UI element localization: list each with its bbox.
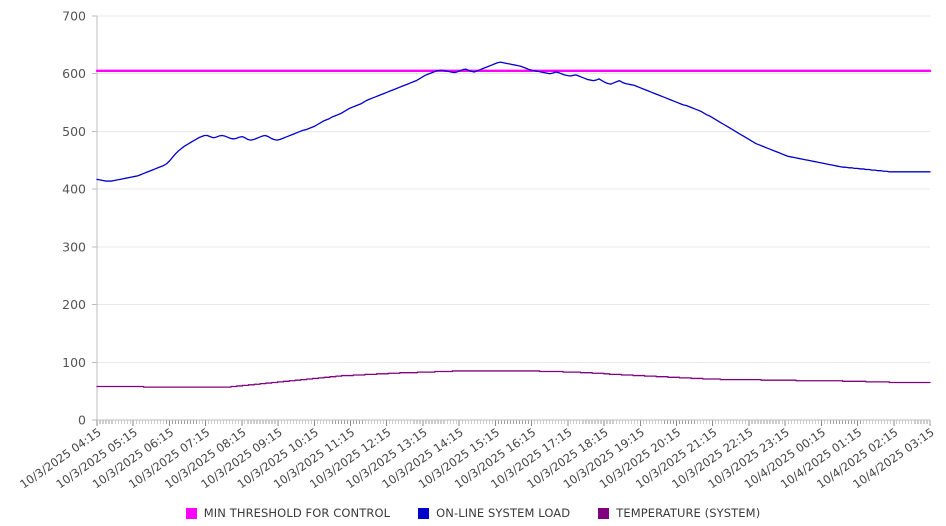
chart-legend: MIN THRESHOLD FOR CONTROL ON-LINE SYSTEM… <box>0 506 946 520</box>
series-line-temperature-system <box>96 370 931 388</box>
series-group <box>95 61 932 388</box>
y-tick-label: 100 <box>62 355 86 370</box>
gridlines-group <box>97 15 930 421</box>
x-axis-ticks-group <box>96 420 931 426</box>
legend-item-on-line-system-load[interactable]: ON-LINE SYSTEM LOAD <box>418 506 570 520</box>
y-axis-labels-group: 0 100 200 300 400 500 600 700 <box>62 9 86 428</box>
legend-swatch-on-line-system-load <box>418 507 430 519</box>
legend-swatch-temperature-system <box>598 507 610 519</box>
legend-swatch-min-threshold-for-control <box>185 507 197 519</box>
legend-label-min-threshold-for-control: MIN THRESHOLD FOR CONTROL <box>203 506 391 520</box>
legend-label-temperature-system: TEMPERATURE (SYSTEM) <box>616 506 761 520</box>
y-tick-label: 500 <box>62 124 86 139</box>
y-tick-label: 700 <box>62 9 86 24</box>
y-tick-label: 200 <box>62 297 86 312</box>
y-axis-ticks-group <box>92 15 97 421</box>
y-tick-label: 600 <box>62 66 86 81</box>
y-tick-label: 0 <box>78 413 86 428</box>
series-line-on-line-system-load <box>96 61 931 182</box>
y-tick-label: 300 <box>62 239 86 254</box>
legend-label-on-line-system-load: ON-LINE SYSTEM LOAD <box>436 506 571 520</box>
legend-item-temperature-system[interactable]: TEMPERATURE (SYSTEM) <box>598 506 760 520</box>
y-tick-label: 400 <box>62 182 86 197</box>
legend-item-min-threshold-for-control[interactable]: MIN THRESHOLD FOR CONTROL <box>185 506 391 520</box>
